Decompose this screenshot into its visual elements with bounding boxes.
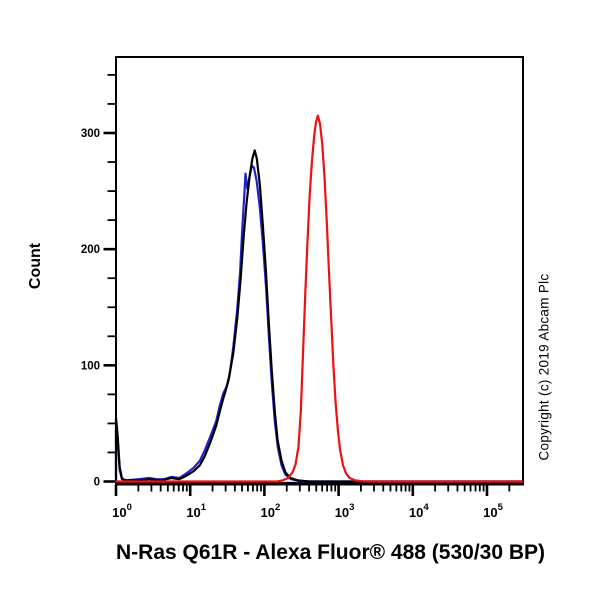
y-tick-label: 100 [81,360,100,372]
x-tick-label: 102 [261,502,281,520]
y-tick-label: 300 [81,128,100,140]
x-tick-label: 101 [186,502,206,520]
y-tick-label: 200 [81,244,100,256]
x-tick-label: 100 [112,502,132,520]
x-tick-label: 103 [335,502,355,520]
x-tick-label: 105 [483,502,503,520]
x-tick-label: 104 [409,502,429,520]
black-curve [114,149,524,483]
blue-curve [114,164,524,483]
red-curve [114,114,524,483]
x-axis-title: N-Ras Q61R - Alexa Fluor® 488 (530/30 BP… [116,541,546,564]
y-tick-label: 0 [94,477,100,489]
copyright-notice: Copyright (c) 2019 Abcam Plc [536,273,552,461]
